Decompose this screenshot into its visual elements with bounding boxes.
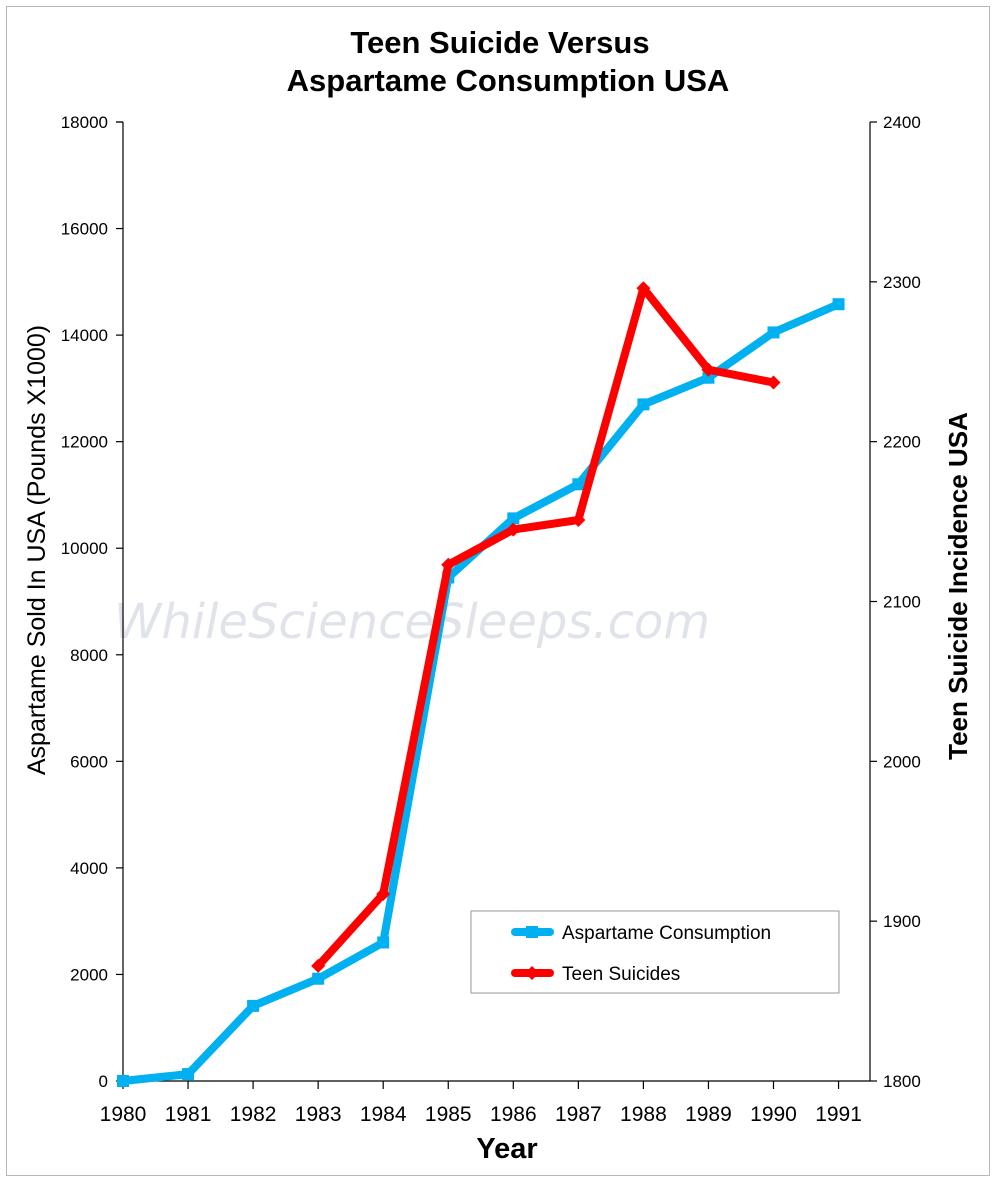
x-tick-label: 1987 — [555, 1103, 602, 1126]
y-right-tick-label: 1800 — [883, 1072, 921, 1091]
aspartame-consumption-point — [572, 478, 585, 491]
y-axis-left-label: Aspartame Sold In USA (Pounds X1000) — [23, 325, 51, 775]
y-right-tick-label: 2100 — [883, 593, 921, 612]
y-right-tick-label: 1900 — [883, 912, 921, 931]
y-left-tick-label: 14000 — [61, 326, 108, 345]
y-left-tick-label: 6000 — [70, 752, 108, 771]
teen-suicides-point — [311, 958, 326, 973]
aspartame-consumption-point — [117, 1075, 129, 1087]
aspartame-consumption-point — [182, 1068, 195, 1081]
x-tick-label: 1989 — [685, 1103, 732, 1126]
aspartame-consumption-point — [377, 936, 390, 949]
aspartame-consumption-point — [637, 398, 650, 411]
legend-label-teen-suicides: Teen Suicides — [562, 964, 680, 985]
x-tick-label: 1986 — [490, 1103, 537, 1126]
y-left-tick-label: 0 — [99, 1072, 108, 1091]
x-tick-label: 1991 — [815, 1103, 862, 1126]
aspartame-consumption-point — [702, 371, 715, 384]
teen-suicides-point — [701, 362, 716, 377]
aspartame-consumption-point — [312, 972, 325, 985]
teen-suicides-point — [571, 512, 586, 527]
y-left-tick-label: 18000 — [61, 113, 108, 132]
aspartame-consumption-point — [507, 512, 520, 525]
y-right-tick-label: 2200 — [883, 433, 921, 452]
chart-frame — [6, 6, 990, 1176]
x-tick-label: 1985 — [425, 1103, 472, 1126]
legend-marker-aspartame-consumption — [526, 926, 538, 938]
y-left-tick-label: 4000 — [70, 859, 108, 878]
y-axis-right-label: Teen Suicide Incidence USA — [943, 412, 973, 760]
legend-marker-teen-suicides — [525, 966, 539, 980]
watermark-text: WhileScienceSleeps.com — [114, 594, 710, 650]
y-right-tick-label: 2000 — [883, 752, 921, 771]
legend-label-aspartame-consumption: Aspartame Consumption — [562, 923, 771, 944]
y-right-tick-label: 2300 — [883, 273, 921, 292]
aspartame-consumption-point — [832, 298, 845, 311]
y-left-tick-label: 10000 — [61, 539, 108, 558]
teen-suicides-point — [441, 557, 456, 572]
x-tick-label: 1988 — [620, 1103, 667, 1126]
x-tick-label: 1982 — [230, 1103, 277, 1126]
legend: Aspartame Consumption Teen Suicides — [470, 910, 840, 994]
x-tick-label: 1990 — [750, 1103, 797, 1126]
teen-suicides-point — [636, 281, 651, 296]
teen-suicides-point — [506, 522, 521, 537]
chart-title-line1: Teen Suicide Versus — [350, 25, 649, 60]
y-left-tick-label: 2000 — [70, 965, 108, 984]
teen-suicides-point — [766, 375, 781, 390]
x-tick-label: 1981 — [165, 1103, 212, 1126]
teen-suicides-point — [376, 886, 391, 901]
aspartame-consumption-point — [247, 999, 260, 1012]
x-tick-label: 1980 — [100, 1103, 147, 1126]
x-tick-label: 1984 — [360, 1103, 407, 1126]
ticks-group: 0 2000 4000 6000 8000 10000 12000 14000 16000 180… — [61, 113, 921, 1126]
x-axis-label: Year — [476, 1133, 537, 1165]
x-tick-label: 1983 — [295, 1103, 342, 1126]
y-left-tick-label: 12000 — [61, 433, 108, 452]
y-left-tick-label: 8000 — [70, 646, 108, 665]
y-left-tick-label: 16000 — [61, 220, 108, 239]
series-group — [117, 281, 845, 1087]
teen-suicides-line — [314, 284, 778, 970]
aspartame-consumption-point — [767, 326, 780, 339]
chart-title-line2: Aspartame Consumption USA — [287, 63, 730, 98]
y-right-tick-label: 2400 — [883, 113, 921, 132]
